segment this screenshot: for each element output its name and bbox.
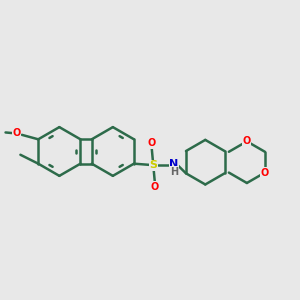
- Text: O: O: [148, 139, 156, 148]
- Text: H: H: [170, 167, 178, 177]
- Text: O: O: [12, 128, 21, 138]
- Text: N: N: [169, 159, 179, 169]
- Text: O: O: [243, 136, 251, 146]
- Text: O: O: [261, 168, 269, 178]
- Text: S: S: [149, 160, 157, 170]
- Text: O: O: [151, 182, 159, 192]
